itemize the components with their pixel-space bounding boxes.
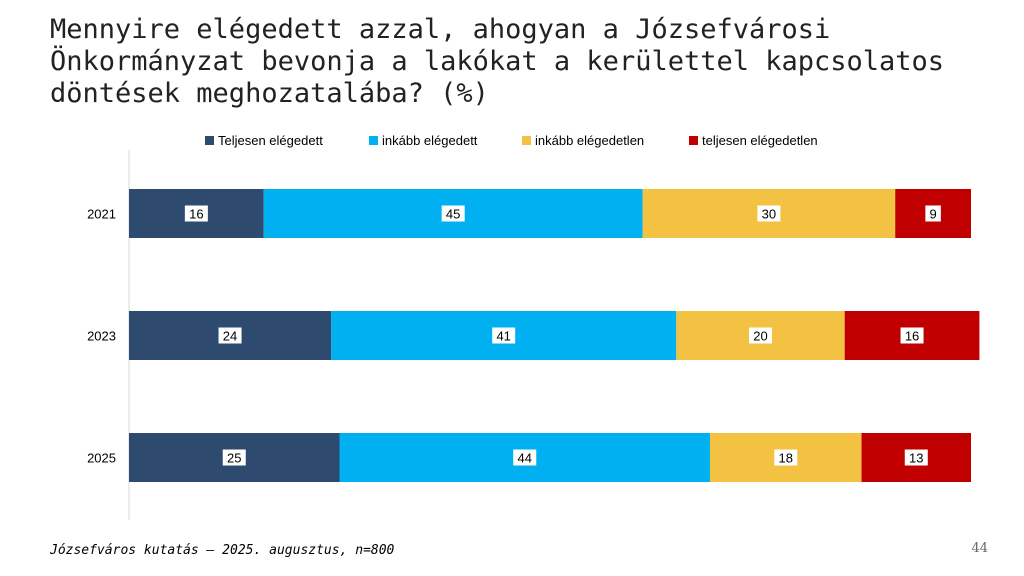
data-label: 16 bbox=[189, 207, 203, 222]
data-label-box bbox=[222, 449, 246, 466]
legend-item: inkább elégedetlen bbox=[522, 133, 644, 148]
data-label: 9 bbox=[929, 207, 936, 222]
legend-swatch bbox=[205, 136, 214, 145]
data-label: 20 bbox=[753, 329, 767, 344]
data-label: 13 bbox=[909, 451, 923, 466]
category-tick-label: 2025 bbox=[87, 451, 116, 466]
data-label: 18 bbox=[779, 451, 793, 466]
bar-row-2021: 2021 16 45 30 9 bbox=[87, 189, 971, 238]
data-label-box bbox=[749, 327, 772, 344]
data-label-box bbox=[184, 205, 208, 222]
legend-item: teljesen elégedetlen bbox=[689, 133, 818, 148]
data-label-box bbox=[218, 327, 242, 344]
data-label: 45 bbox=[446, 207, 460, 222]
legend-label: teljesen elégedetlen bbox=[702, 133, 818, 148]
page-number: 44 bbox=[971, 541, 988, 556]
legend-item: Teljesen elégedett bbox=[205, 133, 323, 148]
bar-groups: 2021 16 45 30 9 2023 24 41 20 16 2025 25 44 18 13 bbox=[87, 189, 980, 482]
data-label-box bbox=[757, 205, 781, 222]
legend-label: inkább elégedett bbox=[382, 133, 478, 148]
legend-item: inkább elégedett bbox=[369, 133, 478, 148]
slide-title: Mennyire elégedett azzal, ahogyan a Józs… bbox=[50, 14, 945, 109]
legend-swatch bbox=[689, 136, 698, 145]
legend-swatch bbox=[522, 136, 531, 145]
legend-label: Teljesen elégedett bbox=[218, 133, 323, 148]
chart-legend: Teljesen elégedett inkább elégedett inkább… bbox=[205, 133, 818, 148]
footer-source: Józsefváros kutatás – 2025. augusztus, n… bbox=[50, 543, 395, 558]
data-label: 30 bbox=[762, 207, 776, 222]
bar-row-2023: 2023 24 41 20 16 bbox=[87, 311, 980, 360]
legend-label: inkább elégedetlen bbox=[535, 133, 644, 148]
data-label-box bbox=[774, 449, 798, 466]
data-label: 25 bbox=[227, 451, 241, 466]
data-label: 41 bbox=[496, 329, 510, 344]
legend-swatch bbox=[369, 136, 378, 145]
data-label-box bbox=[513, 449, 537, 466]
data-label: 44 bbox=[518, 451, 532, 466]
data-label-box bbox=[904, 449, 928, 466]
category-tick-label: 2023 bbox=[87, 329, 116, 344]
data-label-box bbox=[900, 327, 924, 344]
data-label-box bbox=[925, 205, 941, 222]
bar-row-2025: 2025 25 44 18 13 bbox=[87, 433, 971, 482]
category-tick-label: 2021 bbox=[87, 207, 116, 222]
data-label-box bbox=[492, 327, 516, 344]
data-label-box bbox=[441, 205, 465, 222]
data-label: 24 bbox=[223, 329, 237, 344]
data-label: 16 bbox=[905, 329, 919, 344]
